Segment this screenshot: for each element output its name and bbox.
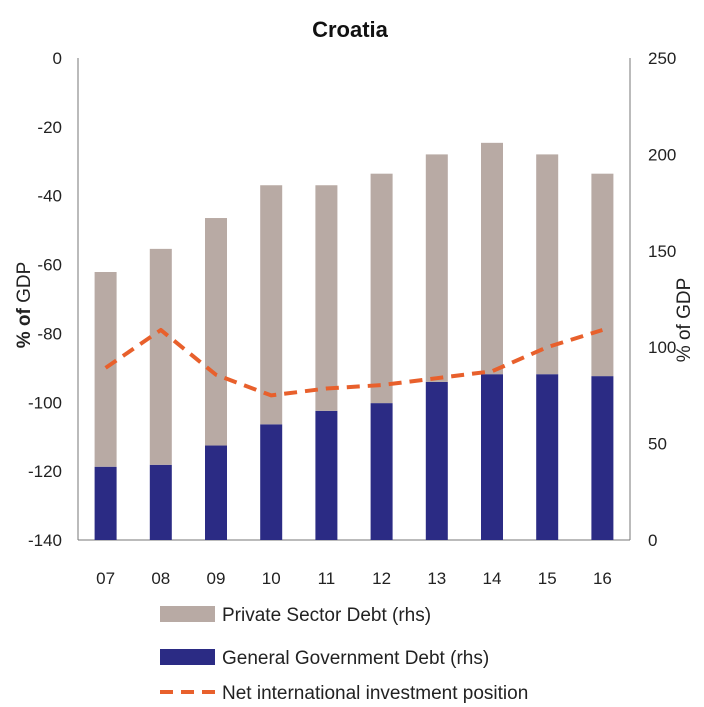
line-net-international-investment-position — [104, 327, 603, 398]
x-tick-label: 09 — [207, 569, 226, 588]
left-tick-label: -140 — [28, 531, 62, 550]
x-axis-ticks: 07 08 09 10 11 12 13 14 15 16 — [96, 569, 612, 588]
left-tick-label: -100 — [28, 393, 62, 412]
bar-government-debt — [370, 403, 393, 540]
line-layer — [104, 327, 603, 398]
bar-government-debt — [425, 381, 448, 540]
x-tick-label: 16 — [593, 569, 612, 588]
right-tick-label: 250 — [648, 49, 676, 68]
bar-private-debt — [591, 173, 614, 377]
left-tick-label: -120 — [28, 462, 62, 481]
chart-title: Croatia — [312, 17, 389, 42]
left-tick-label: -20 — [37, 118, 62, 137]
bar-private-debt — [370, 173, 393, 404]
right-axis-title: % of GDP — [674, 278, 695, 362]
x-tick-label: 14 — [483, 569, 502, 588]
left-axis-ticks: 0 -20 -40 -60 -80 -100 -120 -140 — [28, 49, 62, 550]
right-tick-label: 50 — [648, 435, 667, 454]
bar-private-debt — [536, 154, 559, 375]
bars — [94, 142, 614, 540]
bar-private-debt — [260, 185, 283, 425]
legend-label-private: Private Sector Debt (rhs) — [222, 605, 431, 626]
left-tick-label: -80 — [37, 324, 62, 343]
bar-government-debt — [94, 466, 117, 540]
bar-government-debt — [591, 376, 614, 540]
bar-government-debt — [536, 374, 559, 540]
right-tick-label: 100 — [648, 338, 676, 357]
x-tick-label: 07 — [96, 569, 115, 588]
legend: Private Sector Debt (rhs) General Govern… — [160, 605, 528, 704]
bar-private-debt — [425, 154, 448, 382]
legend-swatch-government — [160, 649, 215, 665]
x-tick-label: 15 — [538, 569, 557, 588]
right-tick-label: 0 — [648, 531, 657, 550]
x-tick-label: 08 — [151, 569, 170, 588]
right-tick-label: 200 — [648, 145, 676, 164]
left-tick-label: -40 — [37, 187, 62, 206]
bar-private-debt — [94, 272, 117, 467]
x-tick-label: 10 — [262, 569, 281, 588]
bar-private-debt — [481, 142, 503, 375]
left-tick-label: 0 — [53, 49, 62, 68]
x-tick-label: 11 — [318, 569, 336, 588]
legend-swatch-private — [160, 606, 215, 622]
bar-government-debt — [205, 445, 227, 540]
bar-government-debt — [481, 374, 503, 540]
bar-private-debt — [205, 218, 227, 446]
right-axis-ticks: 250 200 150 100 50 0 — [648, 49, 676, 550]
bar-government-debt — [260, 424, 283, 540]
bar-private-debt — [149, 248, 172, 465]
left-axis-title: % of GDP — [14, 262, 35, 349]
left-tick-label: -60 — [37, 256, 62, 275]
bar-government-debt — [315, 410, 338, 540]
x-tick-label: 12 — [372, 569, 391, 588]
right-tick-label: 150 — [648, 242, 676, 261]
bar-private-debt — [315, 185, 338, 411]
legend-label-niip: Net international investment position — [222, 683, 528, 704]
bar-government-debt — [149, 464, 172, 540]
x-tick-label: 13 — [427, 569, 446, 588]
legend-label-government: General Government Debt (rhs) — [222, 648, 489, 669]
